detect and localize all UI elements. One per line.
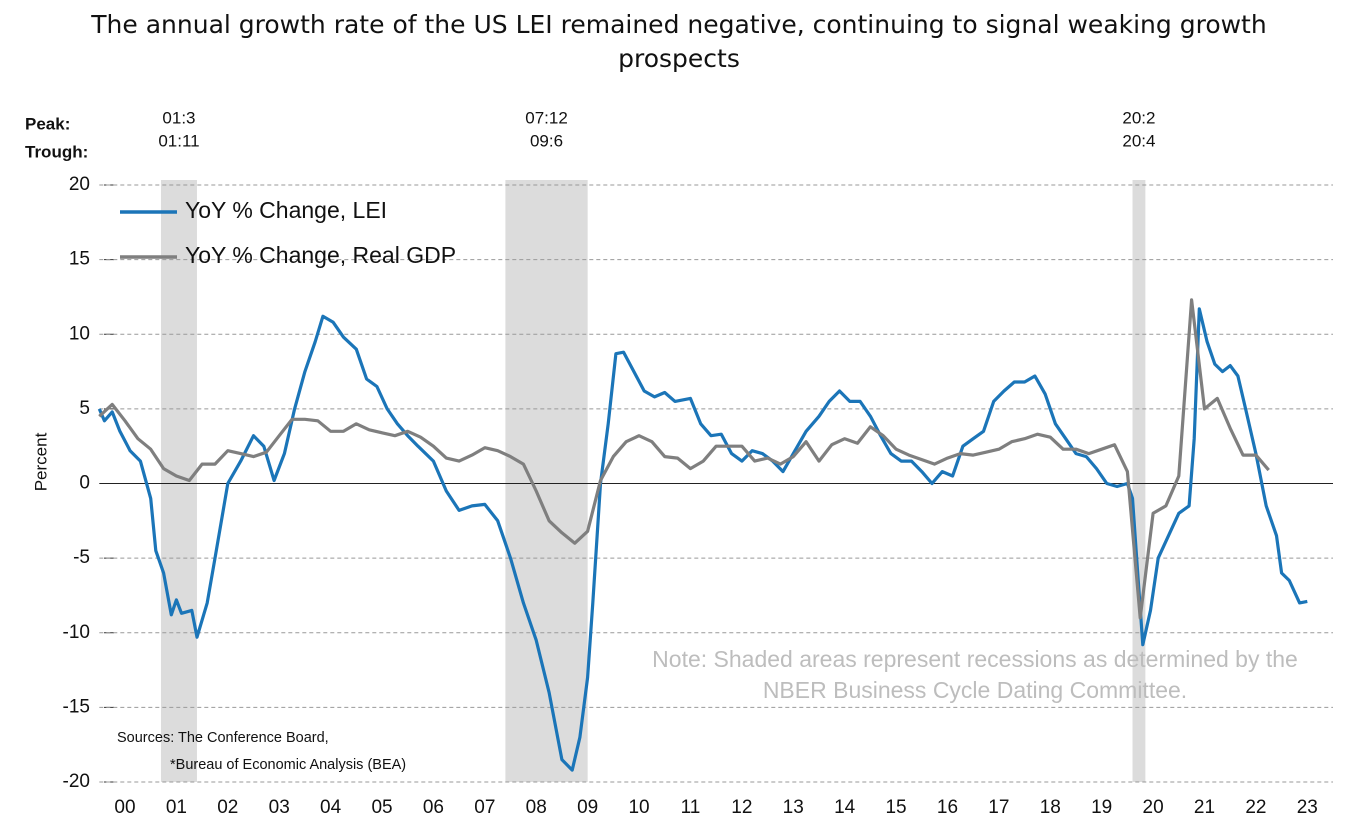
x-tick-label: 16	[937, 797, 958, 818]
recession-peak: 07:12	[525, 108, 568, 127]
legend-label: YoY % Change, LEI	[185, 197, 387, 223]
source-text: Sources: The Conference Board,	[117, 730, 329, 746]
recession-peak: 20:2	[1122, 108, 1155, 127]
y-tick-label: 5	[79, 398, 90, 419]
x-tick-label: 04	[320, 797, 342, 818]
recession-band	[160, 180, 197, 782]
x-tick-label: 17	[988, 797, 1009, 818]
x-tick-label: 09	[577, 797, 598, 818]
y-tick-label: 15	[69, 249, 90, 270]
chart-title: The annual growth rate of the US LEI rem…	[91, 10, 1267, 73]
x-tick-label: 22	[1245, 797, 1266, 818]
x-tick-label: 08	[526, 797, 547, 818]
peak-label: Peak:	[25, 114, 70, 133]
recession-trough: 20:4	[1122, 131, 1155, 150]
x-tick-label: 21	[1194, 797, 1215, 818]
y-tick-label: -10	[63, 622, 90, 643]
x-tick-label: 15	[885, 797, 906, 818]
x-tick-label: 11	[681, 797, 701, 818]
x-tick-label: 10	[628, 797, 649, 818]
recession-band	[505, 180, 588, 782]
x-tick-label: 14	[834, 797, 856, 818]
x-tick-label: 23	[1297, 797, 1318, 818]
x-tick-label: 20	[1143, 797, 1164, 818]
x-tick-label: 19	[1091, 797, 1112, 818]
x-tick-label: 01	[166, 797, 187, 818]
x-tick-label: 02	[217, 797, 238, 818]
y-tick-label: -5	[73, 547, 90, 568]
y-tick-label: 0	[79, 473, 90, 494]
y-tick-label: -20	[63, 771, 90, 792]
x-tick-label: 06	[423, 797, 444, 818]
x-tick-label: 05	[371, 797, 392, 818]
x-tick-label: 18	[1040, 797, 1061, 818]
y-tick-label: 10	[69, 323, 90, 344]
y-tick-label: 20	[69, 174, 90, 195]
x-tick-label: 03	[269, 797, 290, 818]
x-tick-label: 00	[114, 797, 135, 818]
note: Note: Shaded areas represent recessions …	[652, 646, 1298, 703]
trough-label: Trough:	[25, 142, 88, 161]
y-tick-label: -15	[63, 696, 90, 717]
x-tick-label: 13	[783, 797, 804, 818]
y-axis-label: Percent	[31, 432, 50, 491]
x-tick-label: 07	[474, 797, 495, 818]
legend-label: YoY % Change, Real GDP	[185, 242, 456, 268]
x-tick-label: 12	[731, 797, 752, 818]
source-text: *Bureau of Economic Analysis (BEA)	[170, 757, 406, 773]
recession-peak: 01:3	[162, 108, 195, 127]
recession-trough: 01:11	[158, 131, 199, 150]
recession-trough: 09:6	[530, 131, 563, 150]
series-line	[98, 298, 1270, 620]
